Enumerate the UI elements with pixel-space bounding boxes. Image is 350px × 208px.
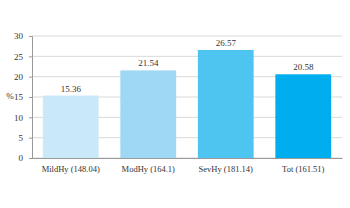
x-tick: Tot (161.51) bbox=[282, 158, 325, 174]
grid-line bbox=[32, 56, 342, 57]
y-tick-label: 0 bbox=[19, 153, 24, 163]
x-axis-line bbox=[33, 158, 343, 159]
y-tick: 15 bbox=[14, 92, 32, 102]
y-tick-mark bbox=[29, 117, 32, 118]
y-tick-label: 20 bbox=[14, 72, 24, 82]
y-tick-label: 25 bbox=[14, 52, 24, 62]
y-axis-line bbox=[29, 37, 33, 159]
y-tick-mark bbox=[29, 77, 32, 78]
data-label: 26.57 bbox=[216, 38, 237, 48]
y-tick-mark bbox=[29, 97, 32, 98]
data-label: 21.54 bbox=[138, 58, 159, 68]
x-tick-label: ModHy (164.1) bbox=[122, 164, 176, 174]
y-tick: 10 bbox=[14, 113, 32, 123]
y-tick: 30 bbox=[14, 31, 32, 41]
y-tick-mark bbox=[29, 56, 32, 57]
x-tick-label: MildHy (148.04) bbox=[42, 164, 100, 174]
y-tick-label: 10 bbox=[14, 113, 24, 123]
y-tick-mark bbox=[29, 158, 32, 159]
chart: 0 5 10 15 20 25 30 MildHy (148.04) ModHy (164.1)… bbox=[0, 0, 350, 208]
data-label: 15.36 bbox=[61, 84, 82, 94]
plot: 0 5 10 15 20 25 30 MildHy (148.04) ModHy (164.1)… bbox=[14, 31, 343, 174]
y-tick: 0 bbox=[19, 153, 33, 163]
data-label: 20.58 bbox=[293, 62, 314, 72]
bar bbox=[198, 50, 254, 158]
y-tick: 5 bbox=[19, 133, 33, 143]
y-tick-mark bbox=[29, 36, 32, 37]
y-tick-label: 30 bbox=[14, 31, 24, 41]
bars bbox=[43, 50, 331, 158]
bar bbox=[120, 70, 176, 158]
x-tick: MildHy (148.04) bbox=[42, 158, 100, 174]
data-labels: 15.36 21.54 26.57 20.58 bbox=[61, 38, 314, 94]
grid bbox=[32, 36, 342, 158]
bar bbox=[43, 96, 99, 158]
y-tick: 20 bbox=[14, 72, 32, 82]
grid-line bbox=[32, 36, 342, 37]
x-tick-label: Tot (161.51) bbox=[282, 164, 325, 174]
y-tick-label: 15 bbox=[14, 92, 24, 102]
y-axis-title: % bbox=[6, 91, 14, 101]
y-tick-mark bbox=[29, 138, 32, 139]
y-axis: 0 5 10 15 20 25 30 bbox=[14, 31, 33, 163]
x-tick: ModHy (164.1) bbox=[122, 158, 176, 174]
bar bbox=[275, 74, 331, 158]
x-tick: SevHy (181.14) bbox=[199, 158, 253, 174]
x-axis: MildHy (148.04) ModHy (164.1) SevHy (181.1… bbox=[33, 158, 343, 174]
y-tick-label: 5 bbox=[19, 133, 24, 143]
y-tick: 25 bbox=[14, 52, 32, 62]
x-tick-label: SevHy (181.14) bbox=[199, 164, 253, 174]
